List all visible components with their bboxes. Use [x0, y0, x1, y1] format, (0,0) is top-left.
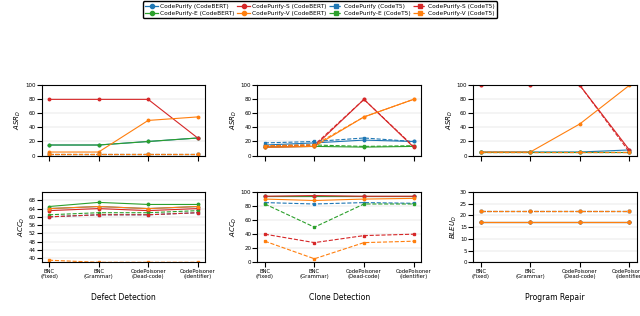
Legend: CodePurify (CodeBERT), CodePurify-E (CodeBERT), CodePurify-S (CodeBERT), CodePur: CodePurify (CodeBERT), CodePurify-E (Cod…: [143, 1, 497, 18]
Y-axis label: $ACC_D$: $ACC_D$: [229, 217, 239, 237]
Y-axis label: $ASR_D$: $ASR_D$: [445, 110, 455, 131]
Y-axis label: $BLEU_D$: $BLEU_D$: [449, 215, 459, 239]
X-axis label: Program Repair: Program Repair: [525, 293, 585, 302]
Y-axis label: $ACC_D$: $ACC_D$: [17, 217, 27, 237]
X-axis label: Defect Detection: Defect Detection: [91, 293, 156, 302]
Y-axis label: $ASR_D$: $ASR_D$: [229, 110, 239, 131]
X-axis label: Clone Detection: Clone Detection: [308, 293, 370, 302]
Y-axis label: $ASR_D$: $ASR_D$: [13, 110, 24, 131]
